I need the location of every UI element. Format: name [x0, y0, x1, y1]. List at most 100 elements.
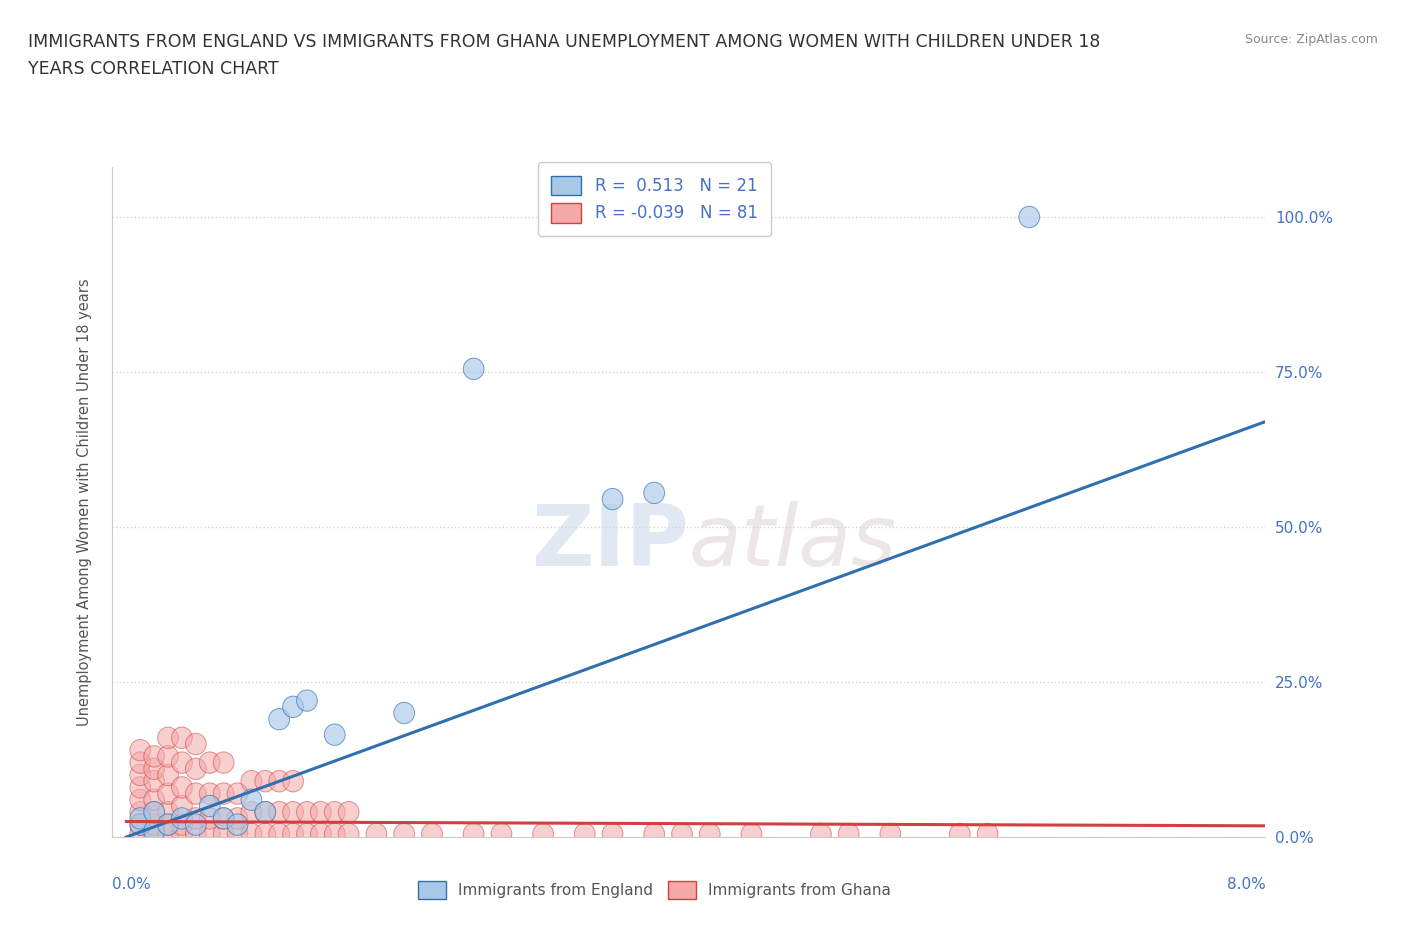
Ellipse shape: [172, 814, 193, 835]
Ellipse shape: [214, 823, 233, 844]
Ellipse shape: [269, 823, 290, 844]
Ellipse shape: [157, 764, 179, 786]
Ellipse shape: [129, 751, 150, 774]
Ellipse shape: [157, 814, 179, 835]
Ellipse shape: [143, 823, 165, 844]
Ellipse shape: [283, 802, 304, 823]
Ellipse shape: [394, 823, 415, 844]
Ellipse shape: [157, 823, 179, 844]
Ellipse shape: [129, 789, 150, 811]
Ellipse shape: [129, 823, 150, 844]
Ellipse shape: [214, 807, 233, 830]
Ellipse shape: [741, 823, 762, 844]
Ellipse shape: [463, 358, 484, 379]
Ellipse shape: [214, 807, 233, 830]
Ellipse shape: [157, 814, 179, 835]
Ellipse shape: [200, 807, 221, 830]
Ellipse shape: [254, 802, 276, 823]
Ellipse shape: [186, 758, 207, 779]
Ellipse shape: [283, 770, 304, 792]
Ellipse shape: [172, 807, 193, 830]
Ellipse shape: [186, 807, 207, 830]
Ellipse shape: [977, 823, 998, 844]
Ellipse shape: [143, 789, 165, 811]
Legend: Immigrants from England, Immigrants from Ghana: Immigrants from England, Immigrants from…: [411, 873, 898, 907]
Y-axis label: Unemployment Among Women with Children Under 18 years: Unemployment Among Women with Children U…: [77, 278, 91, 726]
Ellipse shape: [325, 802, 344, 823]
Ellipse shape: [157, 783, 179, 804]
Ellipse shape: [186, 823, 207, 844]
Ellipse shape: [129, 739, 150, 761]
Ellipse shape: [143, 770, 165, 792]
Ellipse shape: [311, 823, 332, 844]
Ellipse shape: [283, 823, 304, 844]
Ellipse shape: [810, 823, 831, 844]
Ellipse shape: [172, 751, 193, 774]
Ellipse shape: [240, 789, 262, 811]
Ellipse shape: [533, 823, 554, 844]
Ellipse shape: [186, 733, 207, 755]
Ellipse shape: [366, 823, 387, 844]
Ellipse shape: [394, 702, 415, 724]
Ellipse shape: [143, 814, 165, 835]
Ellipse shape: [228, 814, 247, 835]
Ellipse shape: [672, 823, 692, 844]
Ellipse shape: [129, 802, 150, 823]
Ellipse shape: [880, 823, 901, 844]
Ellipse shape: [143, 802, 165, 823]
Ellipse shape: [949, 823, 970, 844]
Ellipse shape: [575, 823, 595, 844]
Ellipse shape: [297, 690, 318, 711]
Ellipse shape: [491, 823, 512, 844]
Ellipse shape: [186, 814, 207, 835]
Ellipse shape: [129, 777, 150, 798]
Ellipse shape: [200, 795, 221, 817]
Ellipse shape: [297, 802, 318, 823]
Ellipse shape: [254, 770, 276, 792]
Ellipse shape: [129, 814, 150, 835]
Ellipse shape: [157, 802, 179, 823]
Ellipse shape: [143, 746, 165, 767]
Ellipse shape: [283, 696, 304, 718]
Ellipse shape: [228, 783, 247, 804]
Text: 8.0%: 8.0%: [1226, 877, 1265, 892]
Ellipse shape: [644, 823, 665, 844]
Ellipse shape: [1019, 206, 1039, 228]
Ellipse shape: [644, 482, 665, 504]
Text: Source: ZipAtlas.com: Source: ZipAtlas.com: [1244, 33, 1378, 46]
Ellipse shape: [269, 802, 290, 823]
Ellipse shape: [339, 823, 359, 844]
Ellipse shape: [143, 758, 165, 779]
Ellipse shape: [172, 795, 193, 817]
Ellipse shape: [339, 802, 359, 823]
Ellipse shape: [143, 820, 165, 842]
Ellipse shape: [240, 823, 262, 844]
Ellipse shape: [172, 823, 193, 844]
Ellipse shape: [269, 770, 290, 792]
Ellipse shape: [602, 488, 623, 510]
Ellipse shape: [254, 802, 276, 823]
Ellipse shape: [200, 751, 221, 774]
Ellipse shape: [422, 823, 443, 844]
Ellipse shape: [157, 746, 179, 767]
Text: atlas: atlas: [689, 501, 897, 584]
Ellipse shape: [240, 802, 262, 823]
Ellipse shape: [269, 709, 290, 730]
Text: IMMIGRANTS FROM ENGLAND VS IMMIGRANTS FROM GHANA UNEMPLOYMENT AMONG WOMEN WITH C: IMMIGRANTS FROM ENGLAND VS IMMIGRANTS FR…: [28, 33, 1101, 50]
Text: ZIP: ZIP: [531, 501, 689, 584]
Text: 0.0%: 0.0%: [112, 877, 152, 892]
Ellipse shape: [200, 823, 221, 844]
Ellipse shape: [325, 823, 344, 844]
Ellipse shape: [214, 751, 233, 774]
Ellipse shape: [129, 764, 150, 786]
Ellipse shape: [463, 823, 484, 844]
Ellipse shape: [325, 724, 344, 746]
Ellipse shape: [228, 807, 247, 830]
Ellipse shape: [143, 802, 165, 823]
Ellipse shape: [602, 823, 623, 844]
Ellipse shape: [214, 783, 233, 804]
Text: YEARS CORRELATION CHART: YEARS CORRELATION CHART: [28, 60, 278, 78]
Ellipse shape: [129, 814, 150, 835]
Ellipse shape: [172, 777, 193, 798]
Ellipse shape: [699, 823, 720, 844]
